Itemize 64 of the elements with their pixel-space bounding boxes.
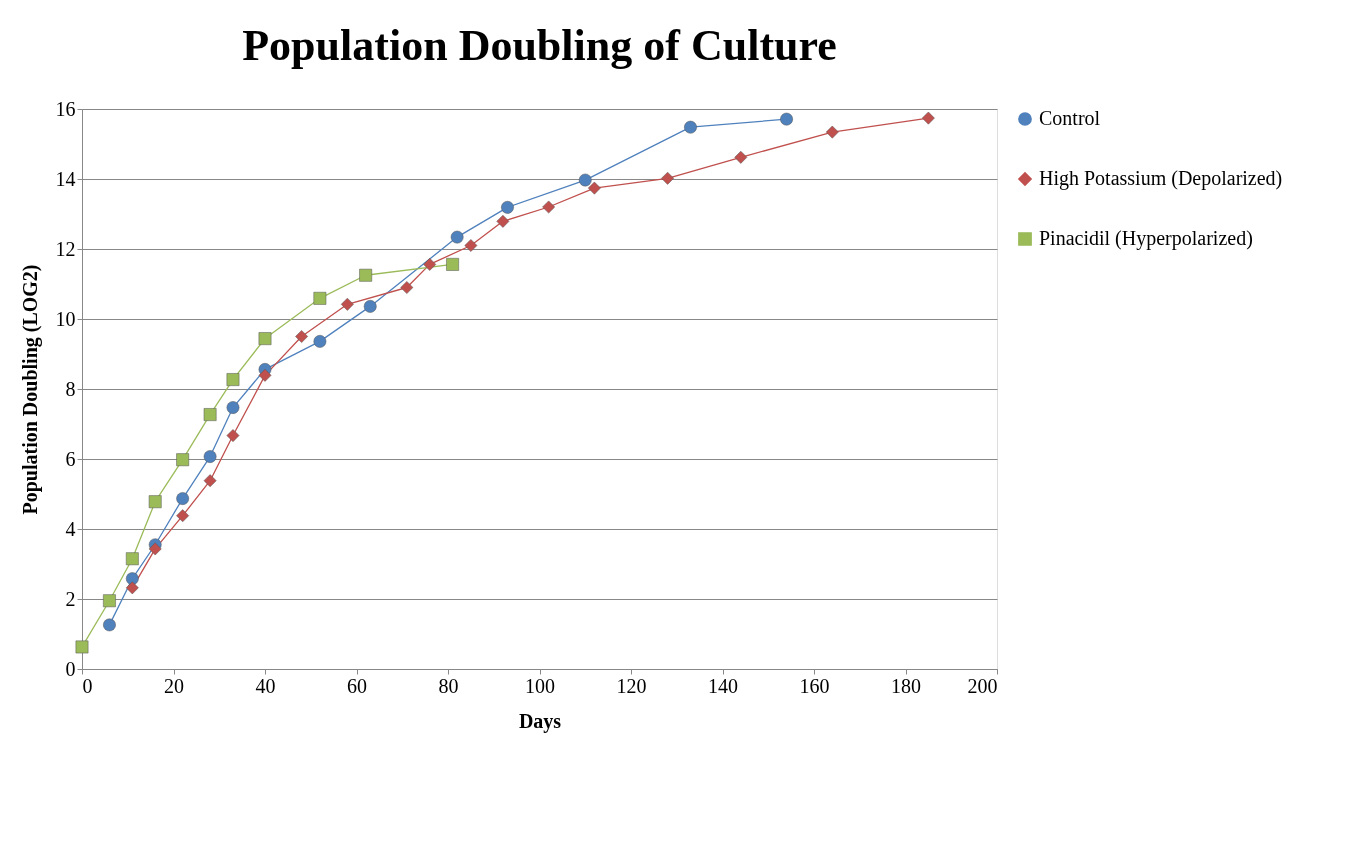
point bbox=[258, 332, 272, 345]
point bbox=[226, 373, 240, 386]
point bbox=[684, 120, 697, 134]
point bbox=[496, 214, 510, 228]
y-tick-label: 16 bbox=[55, 97, 76, 120]
point bbox=[148, 542, 162, 556]
x-tick-label: 100 bbox=[525, 674, 555, 697]
point bbox=[75, 640, 89, 654]
y-tick-label: 12 bbox=[55, 237, 76, 260]
point bbox=[588, 181, 601, 195]
point bbox=[203, 408, 217, 421]
point bbox=[542, 200, 556, 214]
x-tick-label: 40 bbox=[255, 674, 276, 697]
point bbox=[400, 281, 414, 294]
legend-label: Pinacidil (Hyperpolarized) bbox=[1039, 227, 1253, 250]
chart-title: Population Doubling of Culture bbox=[242, 21, 837, 70]
x-axis-title: Days bbox=[518, 709, 562, 733]
x-tick-label: 120 bbox=[616, 674, 647, 697]
y-tick-label: 6 bbox=[65, 447, 76, 470]
point bbox=[226, 429, 240, 442]
x-tick-label: 180 bbox=[891, 674, 921, 697]
point bbox=[148, 495, 162, 509]
y-tick-label: 4 bbox=[65, 517, 76, 540]
y-tick-label: 8 bbox=[65, 377, 76, 400]
point bbox=[203, 450, 217, 463]
point bbox=[363, 300, 377, 313]
point bbox=[313, 291, 327, 305]
y-tick-label: 0 bbox=[65, 657, 76, 680]
legend-label: Control bbox=[1039, 107, 1101, 129]
x-tick-label: 140 bbox=[708, 674, 738, 697]
y-tick-label: 10 bbox=[55, 307, 76, 330]
point bbox=[176, 453, 190, 467]
point bbox=[734, 150, 748, 164]
point bbox=[103, 618, 116, 632]
point bbox=[578, 173, 592, 187]
point bbox=[501, 200, 514, 214]
point bbox=[922, 111, 935, 125]
x-tick-label: 60 bbox=[347, 674, 367, 697]
point bbox=[125, 581, 139, 595]
point bbox=[359, 268, 373, 282]
point bbox=[203, 474, 217, 488]
x-tick-label: 80 bbox=[438, 674, 459, 697]
point bbox=[661, 171, 674, 185]
x-tick-label: 0 bbox=[82, 674, 93, 697]
point bbox=[780, 112, 793, 126]
point bbox=[258, 368, 272, 382]
point bbox=[125, 552, 139, 566]
legend-label: High Potassium (Depolarized) bbox=[1039, 167, 1283, 190]
x-tick-label: 200 bbox=[967, 674, 998, 697]
x-tick-label: 160 bbox=[799, 674, 830, 697]
point bbox=[226, 401, 240, 414]
point bbox=[825, 125, 839, 139]
point bbox=[176, 492, 190, 505]
point bbox=[103, 594, 116, 608]
y-tick-label: 14 bbox=[55, 167, 76, 190]
point bbox=[176, 509, 190, 523]
point bbox=[340, 297, 354, 311]
x-tick-label: 20 bbox=[164, 674, 184, 697]
point bbox=[450, 230, 464, 244]
point bbox=[313, 335, 327, 348]
y-axis-title: Population Doubling (LOG2) bbox=[18, 264, 42, 515]
point bbox=[423, 258, 437, 271]
y-tick-label: 2 bbox=[65, 587, 76, 610]
point bbox=[464, 239, 478, 252]
